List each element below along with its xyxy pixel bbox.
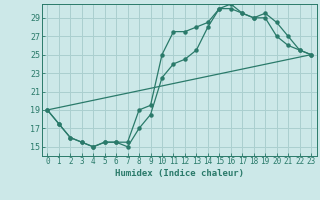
X-axis label: Humidex (Indice chaleur): Humidex (Indice chaleur) xyxy=(115,169,244,178)
